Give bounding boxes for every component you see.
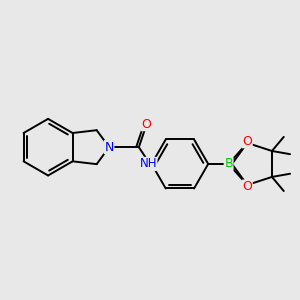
Text: N: N bbox=[104, 141, 114, 154]
Text: O: O bbox=[242, 135, 252, 148]
Text: O: O bbox=[242, 180, 252, 193]
Text: O: O bbox=[141, 118, 151, 131]
Text: B: B bbox=[224, 158, 233, 170]
Text: NH: NH bbox=[140, 158, 157, 170]
